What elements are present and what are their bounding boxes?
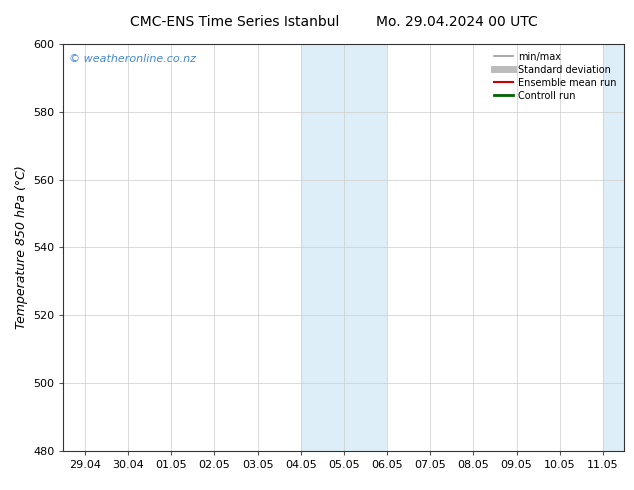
Legend: min/max, Standard deviation, Ensemble mean run, Controll run: min/max, Standard deviation, Ensemble me… <box>491 49 619 103</box>
Bar <box>301 44 387 451</box>
Text: © weatheronline.co.nz: © weatheronline.co.nz <box>69 54 196 64</box>
Y-axis label: Temperature 850 hPa (°C): Temperature 850 hPa (°C) <box>15 166 27 329</box>
Text: CMC-ENS Time Series Istanbul: CMC-ENS Time Series Istanbul <box>130 15 339 29</box>
Bar <box>603 44 624 451</box>
Text: Mo. 29.04.2024 00 UTC: Mo. 29.04.2024 00 UTC <box>375 15 538 29</box>
